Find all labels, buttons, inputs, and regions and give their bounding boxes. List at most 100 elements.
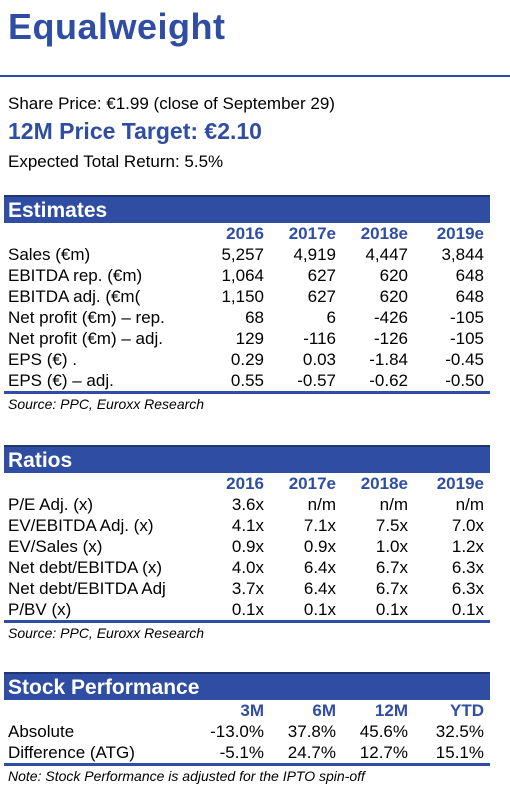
cell: 7.0x [451, 515, 484, 535]
row-label: Net debt/EBITDA Adj [8, 578, 166, 598]
column-header: 2019e [436, 223, 484, 243]
row-label: EPS (€) . [8, 349, 77, 369]
table-row: Net debt/EBITDA Adj 3.7x 6.4x 6.7x 6.3x [4, 578, 490, 599]
table-row: EPS (€) – adj. 0.55 -0.57 -0.62 -0.50 [4, 370, 490, 393]
estimates-header: Estimates [4, 195, 490, 223]
estimates-source: Source: PPC, Euroxx Research [8, 396, 205, 412]
table-row: P/BV (x) 0.1x 0.1x 0.1x 0.1x [4, 599, 490, 622]
cell: 3,844 [441, 244, 484, 264]
row-label: Absolute [8, 721, 75, 741]
cell: 1.0x [375, 536, 408, 556]
cell: 4,447 [365, 244, 408, 264]
performance-section: Stock Performance 3M 6M 12M YTD Absolute… [4, 672, 490, 784]
cell: 3.7x [231, 578, 264, 598]
table-row: Absolute -13.0% 37.8% 45.6% 32.5% [4, 721, 490, 742]
cell: 648 [455, 265, 484, 285]
cell: 0.9x [231, 536, 264, 556]
cell: 5,257 [221, 244, 264, 264]
cell: 1,064 [221, 265, 264, 285]
cell: n/m [455, 494, 484, 514]
cell: 4,919 [293, 244, 336, 264]
cell: -5.1% [219, 742, 264, 762]
column-header: 2016 [226, 473, 264, 493]
cell: 1,150 [221, 286, 264, 306]
cell: 129 [235, 328, 264, 348]
cell: 32.5% [435, 721, 484, 741]
table-header-row: 2016 2017e 2018e 2019e [4, 473, 490, 494]
row-label: P/BV (x) [8, 599, 72, 619]
table-row: Net profit (€m) – adj. 129 -116 -126 -105 [4, 328, 490, 349]
cell: 6.7x [375, 557, 408, 577]
table-row: P/E Adj. (x) 3.6x n/m n/m n/m [4, 494, 490, 515]
cell: 0.1x [375, 599, 408, 619]
cell: -1.84 [369, 349, 408, 369]
cell: -126 [373, 328, 408, 348]
cell: 0.9x [303, 536, 336, 556]
column-header: 2017e [288, 473, 336, 493]
performance-note: Note: Stock Performance is adjusted for … [8, 768, 365, 784]
cell: 12.7% [359, 742, 408, 762]
row-label: Difference (ATG) [8, 742, 135, 762]
cell: 0.03 [302, 349, 336, 369]
column-header: 2016 [226, 223, 264, 243]
table-row: EV/Sales (x) 0.9x 0.9x 1.0x 1.2x [4, 536, 490, 557]
performance-header: Stock Performance [4, 672, 490, 700]
ratios-section: Ratios 2016 2017e 2018e 2019e P/E Adj. (… [4, 445, 490, 641]
ratios-source: Source: PPC, Euroxx Research [8, 625, 205, 641]
cell: 7.1x [303, 515, 336, 535]
cell: 68 [245, 307, 264, 327]
table-header-row: 3M 6M 12M YTD [4, 700, 490, 721]
cell: 6.4x [303, 557, 336, 577]
cell: -0.45 [445, 349, 484, 369]
price-target: 12M Price Target: €2.10 [8, 118, 262, 144]
table-row: Difference (ATG) -5.1% 24.7% 12.7% 15.1% [4, 742, 490, 765]
performance-table: 3M 6M 12M YTD Absolute -13.0% 37.8% 45.6% 32… [4, 700, 490, 766]
cell: 6.4x [303, 578, 336, 598]
table-header-row: 2016 2017e 2018e 2019e [4, 223, 490, 244]
column-header: YTD [450, 700, 484, 720]
cell: 4.1x [231, 515, 264, 535]
cell: 7.5x [375, 515, 408, 535]
cell: -116 [303, 328, 336, 348]
row-label: Net debt/EBITDA (x) [8, 557, 162, 577]
row-label: P/E Adj. (x) [8, 494, 94, 514]
cell: 4.0x [231, 557, 264, 577]
cell: 37.8% [287, 721, 336, 741]
expected-return: Expected Total Return: 5.5% [8, 152, 224, 171]
cell: 15.1% [435, 742, 484, 762]
table-row: Sales (€m) 5,257 4,919 4,447 3,844 [4, 244, 490, 265]
column-header: 2018e [360, 223, 408, 243]
table-row: EPS (€) . 0.29 0.03 -1.84 -0.45 [4, 349, 490, 370]
cell: 0.29 [230, 349, 264, 369]
cell: -426 [373, 307, 408, 327]
cell: -105 [449, 328, 484, 348]
column-header: 6M [312, 700, 336, 720]
rating-title: Equalweight [8, 6, 226, 47]
cell: 1.2x [451, 536, 484, 556]
table-row: EV/EBITDA Adj. (x) 4.1x 7.1x 7.5x 7.0x [4, 515, 490, 536]
column-header: 2018e [360, 473, 408, 493]
cell: n/m [307, 494, 336, 514]
cell: n/m [379, 494, 408, 514]
title-divider [0, 75, 510, 77]
row-label: Net profit (€m) – rep. [8, 307, 165, 327]
column-header: 2019e [436, 473, 484, 493]
cell: 24.7% [287, 742, 336, 762]
cell: -0.57 [297, 370, 336, 390]
column-header: 3M [240, 700, 264, 720]
row-label: Net profit (€m) – adj. [8, 328, 163, 348]
cell: 648 [455, 286, 484, 306]
row-label: EBITDA rep. (€m) [8, 265, 143, 285]
estimates-section: Estimates 2016 2017e 2018e 2019e Sales (… [4, 195, 490, 412]
estimates-table: 2016 2017e 2018e 2019e Sales (€m) 5,257 4,… [4, 223, 490, 394]
cell: 627 [307, 286, 336, 306]
cell: 6.3x [451, 578, 484, 598]
row-label: EV/EBITDA Adj. (x) [8, 515, 154, 535]
cell: -0.62 [369, 370, 408, 390]
column-header: 2017e [288, 223, 336, 243]
cell: 6 [326, 307, 336, 327]
cell: 627 [307, 265, 336, 285]
column-header: 12M [374, 700, 408, 720]
cell: 0.1x [451, 599, 484, 619]
